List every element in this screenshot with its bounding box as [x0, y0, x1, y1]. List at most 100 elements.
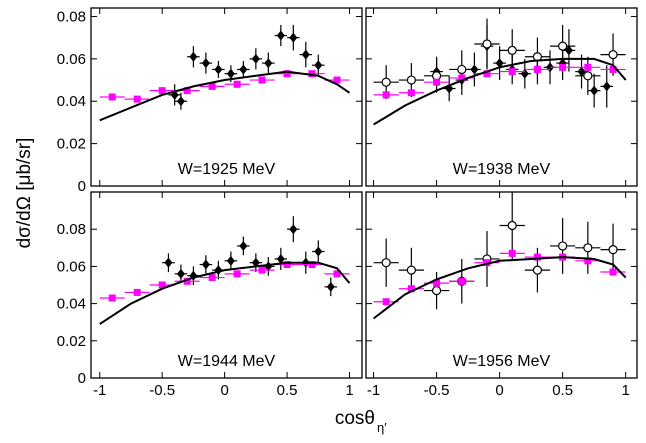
- x-axis-label: cosθ: [335, 408, 375, 429]
- data-point: [583, 71, 593, 81]
- data-point: [201, 58, 210, 69]
- data-point: [532, 265, 543, 275]
- data-point: [590, 85, 599, 96]
- data-point: [507, 45, 517, 55]
- data-point: [533, 65, 541, 73]
- x-tick-label: 0.5: [552, 382, 573, 399]
- data-point: [406, 265, 416, 275]
- data-point: [158, 87, 166, 95]
- x-tick-label: 1: [621, 382, 629, 399]
- data-point: [407, 89, 415, 97]
- y-axis-label: dσ/dΩ [μb/sr]: [14, 138, 35, 249]
- model-curve: [99, 261, 351, 325]
- model-curve: [372, 256, 627, 320]
- data-point: [458, 74, 466, 82]
- x-tick-label: -0.5: [149, 382, 175, 399]
- data-point: [133, 95, 141, 103]
- data-point: [608, 245, 618, 255]
- data-point: [608, 50, 618, 60]
- panel-annotation: W=1956 MeV: [453, 353, 551, 370]
- panel-annotation: W=1925 MeV: [178, 161, 276, 178]
- data-point: [433, 279, 441, 287]
- data-point: [483, 259, 491, 267]
- data-point: [564, 45, 573, 56]
- data-point: [382, 298, 390, 306]
- data-point: [108, 93, 116, 101]
- panel-annotation: W=1944 MeV: [178, 353, 276, 370]
- data-point: [457, 64, 467, 75]
- data-point: [584, 257, 592, 265]
- data-point: [584, 63, 592, 71]
- data-point: [431, 71, 442, 81]
- y-tick-label: 0.04: [57, 93, 86, 110]
- data-point: [558, 241, 568, 251]
- data-point: [283, 261, 291, 269]
- y-tick-label: 0.06: [57, 51, 86, 68]
- data-point: [609, 65, 617, 73]
- data-point: [314, 60, 323, 71]
- panel-frame: [90, 191, 363, 379]
- y-tick-label: 0.02: [57, 333, 86, 350]
- data-point: [258, 266, 266, 274]
- data-point: [559, 63, 567, 71]
- data-point: [283, 70, 291, 78]
- data-point: [158, 281, 166, 289]
- data-point: [183, 277, 191, 285]
- data-point: [333, 270, 341, 278]
- data-point: [433, 78, 441, 86]
- x-axis-label-subscript: η′: [377, 420, 387, 435]
- x-tick-label: 0: [220, 382, 228, 399]
- data-point: [226, 68, 235, 79]
- data-point: [577, 66, 586, 77]
- data-point: [239, 64, 248, 75]
- y-tick-label: 0.02: [57, 136, 86, 153]
- data-point: [208, 274, 216, 282]
- data-point: [233, 80, 241, 88]
- data-point: [251, 53, 260, 64]
- data-point: [301, 49, 310, 60]
- data-point: [314, 246, 323, 257]
- data-point: [208, 82, 216, 90]
- data-point: [533, 253, 541, 261]
- data-point: [289, 224, 298, 235]
- x-tick-label: -1: [367, 382, 380, 399]
- y-tick-label: 0.06: [57, 258, 86, 275]
- panel-frame: [365, 7, 638, 187]
- data-point: [214, 64, 223, 75]
- data-point: [602, 81, 611, 92]
- data-point: [381, 77, 391, 87]
- data-point: [176, 96, 185, 107]
- data-point: [483, 70, 491, 78]
- data-point: [189, 51, 198, 62]
- data-point: [276, 30, 285, 41]
- data-point: [326, 281, 335, 292]
- data-point: [508, 68, 516, 76]
- data-point: [183, 87, 191, 95]
- data-point: [133, 288, 141, 296]
- data-point: [258, 76, 266, 84]
- model-curve: [99, 70, 351, 122]
- data-point: [239, 240, 248, 251]
- data-point: [583, 243, 593, 253]
- x-tick-label: 0.5: [277, 382, 298, 399]
- data-point: [226, 255, 235, 266]
- x-tick-label: 1: [345, 382, 353, 399]
- data-point: [431, 285, 442, 296]
- data-point: [264, 58, 273, 69]
- data-point: [381, 258, 391, 268]
- data-point: [289, 32, 298, 43]
- data-point: [520, 68, 529, 79]
- data-point: [495, 58, 504, 69]
- data-point: [407, 285, 415, 293]
- data-point: [176, 268, 185, 279]
- data-point: [308, 70, 316, 78]
- data-point: [382, 91, 390, 99]
- y-tick-label: 0.08: [57, 8, 86, 25]
- data-point: [308, 261, 316, 269]
- data-point: [609, 268, 617, 276]
- y-tick-label: 0: [78, 178, 86, 195]
- data-point: [108, 294, 116, 302]
- x-tick-label: 0: [495, 382, 503, 399]
